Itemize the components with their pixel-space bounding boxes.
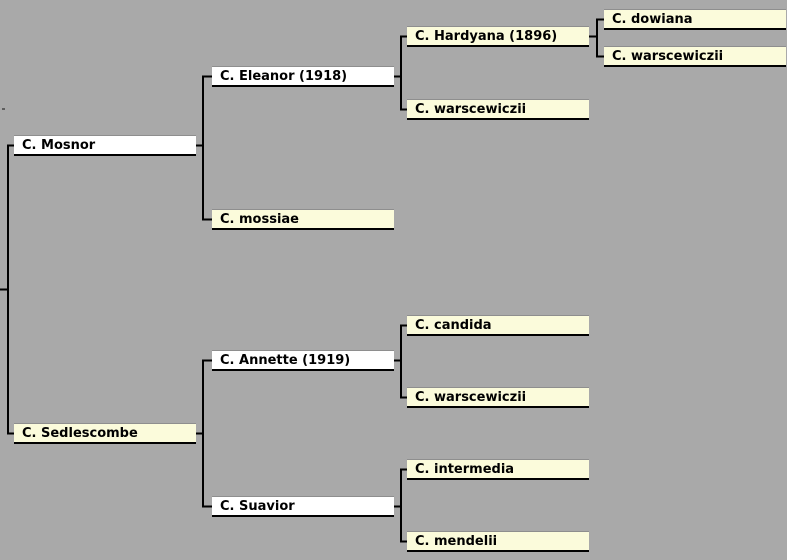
pedigree-node-label: C. dowiana xyxy=(612,11,693,27)
pedigree-node-label: C. warscewiczii xyxy=(612,48,724,64)
pedigree-node-warscewiczii-1[interactable]: C. warscewiczii xyxy=(407,99,589,120)
pedigree-node-label: C. Eleanor (1918) xyxy=(220,68,348,84)
pedigree-node-eleanor[interactable]: C. Eleanor (1918) xyxy=(212,66,394,87)
pedigree-node-hardyana[interactable]: C. Hardyana (1896) xyxy=(407,26,589,47)
pedigree-node-suavior[interactable]: C. Suavior xyxy=(212,496,394,517)
pedigree-node-label: C. Sedlescombe xyxy=(22,425,138,441)
pedigree-node-label: C. candida xyxy=(415,317,492,333)
pedigree-node-label: C. mendelii xyxy=(415,533,498,549)
pedigree-node-label: C. warscewiczii xyxy=(415,101,527,117)
pedigree-node-warscewiczii-3[interactable]: C. warscewiczii xyxy=(604,46,786,67)
pedigree-node-candida[interactable]: C. candida xyxy=(407,315,589,336)
pedigree-node-label: C. Suavior xyxy=(220,498,295,514)
pedigree-node-mendelii[interactable]: C. mendelii xyxy=(407,531,589,552)
pedigree-node-sedlescombe[interactable]: C. Sedlescombe xyxy=(14,423,196,444)
pedigree-node-label: C. mossiae xyxy=(220,211,300,227)
speck-artifact xyxy=(2,108,5,110)
pedigree-node-label: C. intermedia xyxy=(415,461,515,477)
pedigree-node-dowiana[interactable]: C. dowiana xyxy=(604,9,786,30)
pedigree-node-label: C. Mosnor xyxy=(22,137,96,153)
pedigree-node-intermedia[interactable]: C. intermedia xyxy=(407,459,589,480)
pedigree-node-annette[interactable]: C. Annette (1919) xyxy=(212,350,394,371)
pedigree-node-mosnor[interactable]: C. Mosnor xyxy=(14,135,196,156)
pedigree-node-mossiae[interactable]: C. mossiae xyxy=(212,209,394,230)
pedigree-node-label: C. warscewiczii xyxy=(415,389,527,405)
pedigree-node-label: C. Annette (1919) xyxy=(220,352,351,368)
pedigree-node-label: C. Hardyana (1896) xyxy=(415,28,558,44)
pedigree-node-warscewiczii-2[interactable]: C. warscewiczii xyxy=(407,387,589,408)
